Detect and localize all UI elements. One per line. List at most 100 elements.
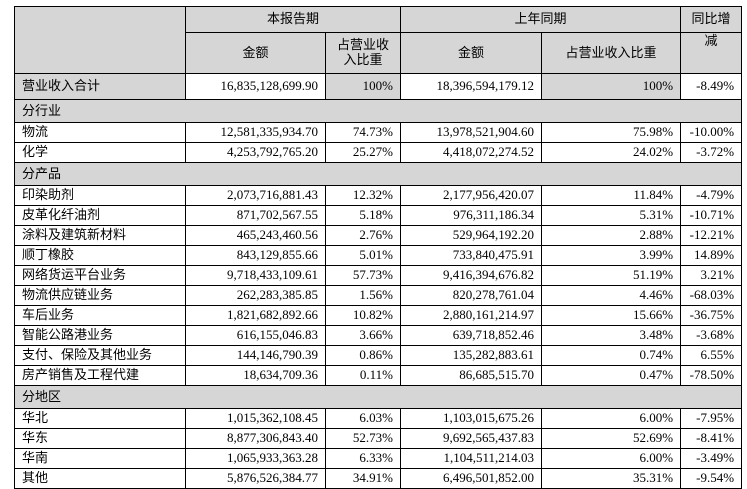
row-label: 网络货运平台业务 [14,265,186,286]
table-row: 房产销售及工程代建 18,634,709.36 0.11% 86,685,515.70… [14,365,743,386]
prior-amount-cell: 820,278,761.04 [400,285,543,306]
header-row-columns: 金额 占营业收入比重 金额 占营业收入比重 减 [15,32,743,74]
prior-amount-cell: 18,396,594,179.12 [400,73,543,100]
current-ratio-cell: 74.73% [324,122,402,143]
current-amount-cell: 9,718,433,109.61 [185,265,326,286]
current-amount-cell: 8,877,306,843.40 [185,428,326,449]
table-row: 营业收入合计 16,835,128,699.90 100% 18,396,594,17… [14,73,743,100]
table-row: 其他 5,876,526,384.77 34.91% 6,496,501,852.00… [14,468,743,489]
current-amount-cell: 616,155,046.83 [185,325,326,346]
section-label: 分产品 [13,162,743,186]
yoy-cell: -3.49% [680,448,743,469]
row-label: 顺丁橡胶 [14,245,186,266]
table-row: 支付、保险及其他业务 144,146,790.39 0.86% 135,282,883… [14,345,743,366]
prior-amount-cell: 2,880,161,214.97 [400,305,543,326]
current-ratio-cell: 5.01% [324,245,402,266]
prior-ratio-cell: 4.46% [541,285,682,306]
prior-amount-cell: 9,692,565,437.83 [400,428,543,449]
yoy-cell: 14.89% [680,245,743,266]
yoy-cell: -68.03% [680,285,743,306]
yoy-cell: -3.68% [680,325,743,346]
table-header: 本报告期 上年同期 同比增 金额 占营业收入比重 金额 占营业收入比重 减 [14,6,743,74]
prior-ratio-cell: 15.66% [541,305,682,326]
current-ratio-cell: 34.91% [324,468,402,489]
yoy-cell: -78.50% [680,365,743,386]
current-ratio-cell: 1.56% [324,285,402,306]
section-label: 分地区 [13,385,743,409]
section-row: 分地区 [13,385,743,409]
current-ratio-cell: 57.73% [324,265,402,286]
current-ratio-cell: 0.86% [324,345,402,366]
prior-period-header: 上年同期 [400,6,682,33]
prior-ratio-cell: 6.00% [541,408,682,429]
table-row: 顺丁橡胶 843,129,855.66 5.01% 733,840,475.91 3.9… [14,245,743,266]
prior-amount-cell: 4,418,072,274.52 [400,142,543,163]
yoy-cell: -8.49% [680,73,743,100]
prior-ratio-cell: 3.99% [541,245,682,266]
current-ratio-cell: 2.76% [324,225,402,246]
current-ratio-header: 占营业收入比重 [324,32,402,74]
row-label: 化学 [14,142,186,163]
prior-ratio-cell: 11.84% [541,185,682,206]
current-amount-header: 金额 [185,32,326,74]
prior-ratio-header: 占营业收入比重 [541,32,682,74]
yoy-cell: -3.72% [680,142,743,163]
prior-amount-cell: 13,978,521,904.60 [400,122,543,143]
prior-amount-cell: 1,103,015,675.26 [400,408,543,429]
yoy-cell: -36.75% [680,305,743,326]
current-amount-cell: 5,876,526,384.77 [185,468,326,489]
table-row: 华南 1,065,933,363.28 6.33% 1,104,511,214.03 6… [14,448,743,469]
row-label: 皮革化纤油剂 [14,205,186,226]
current-ratio-cell: 25.27% [324,142,402,163]
table-row: 车后业务 1,821,682,892.66 10.82% 2,880,161,214.… [14,305,743,326]
row-label: 物流 [14,122,186,143]
current-amount-cell: 465,243,460.56 [185,225,326,246]
current-amount-cell: 1,821,682,892.66 [185,305,326,326]
prior-amount-cell: 2,177,956,420.07 [400,185,543,206]
prior-ratio-cell: 0.47% [541,365,682,386]
table-row: 印染助剂 2,073,716,881.43 12.32% 2,177,956,420.… [14,185,743,206]
current-period-header: 本报告期 [184,6,402,33]
current-amount-cell: 4,253,792,765.20 [185,142,326,163]
prior-amount-cell: 9,416,394,676.82 [400,265,543,286]
table-body: 营业收入合计 16,835,128,699.90 100% 18,396,594,17… [13,73,743,489]
prior-amount-cell: 86,685,515.70 [400,365,543,386]
yoy-header-line1: 同比增 [680,6,743,33]
current-amount-cell: 262,283,385.85 [185,285,326,306]
table-row: 物流 12,581,335,934.70 74.73% 13,978,521,904.… [14,122,743,143]
prior-ratio-cell: 2.88% [541,225,682,246]
current-ratio-cell: 100% [324,73,402,100]
table-row: 华北 1,015,362,108.45 6.03% 1,103,015,675.26 6… [14,408,743,429]
row-label: 华北 [14,408,186,429]
prior-ratio-cell: 24.02% [541,142,682,163]
table-row: 化学 4,253,792,765.20 25.27% 4,418,072,274.52… [14,142,743,163]
yoy-cell: -4.79% [680,185,743,206]
yoy-cell: -10.71% [680,205,743,226]
row-label: 房产销售及工程代建 [14,365,186,386]
row-label: 华东 [14,428,186,449]
prior-ratio-cell: 35.31% [541,468,682,489]
current-ratio-cell: 52.73% [324,428,402,449]
table-row: 华东 8,877,306,843.40 52.73% 9,692,565,437.83… [14,428,743,449]
prior-ratio-cell: 51.19% [541,265,682,286]
header-row-groups: 本报告期 上年同期 同比增 [14,6,743,74]
current-ratio-cell: 6.03% [324,408,402,429]
prior-amount-cell: 733,840,475.91 [400,245,543,266]
yoy-cell: 6.55% [680,345,743,366]
current-amount-cell: 871,702,567.55 [185,205,326,226]
prior-ratio-cell: 100% [541,73,682,100]
corner-cell [14,6,186,74]
current-amount-cell: 144,146,790.39 [185,345,326,366]
table-row: 物流供应链业务 262,283,385.85 1.56% 820,278,761.04… [14,285,743,306]
table-row: 智能公路港业务 616,155,046.83 3.66% 639,718,852.46… [14,325,743,346]
prior-ratio-cell: 6.00% [541,448,682,469]
prior-amount-cell: 976,311,186.34 [400,205,543,226]
section-label: 分行业 [13,99,743,123]
current-ratio-cell: 10.82% [324,305,402,326]
prior-ratio-cell: 75.98% [541,122,682,143]
row-label: 车后业务 [14,305,186,326]
yoy-cell: -8.41% [680,428,743,449]
prior-amount-cell: 1,104,511,214.03 [400,448,543,469]
row-label: 其他 [14,468,186,489]
row-label: 营业收入合计 [14,73,186,100]
